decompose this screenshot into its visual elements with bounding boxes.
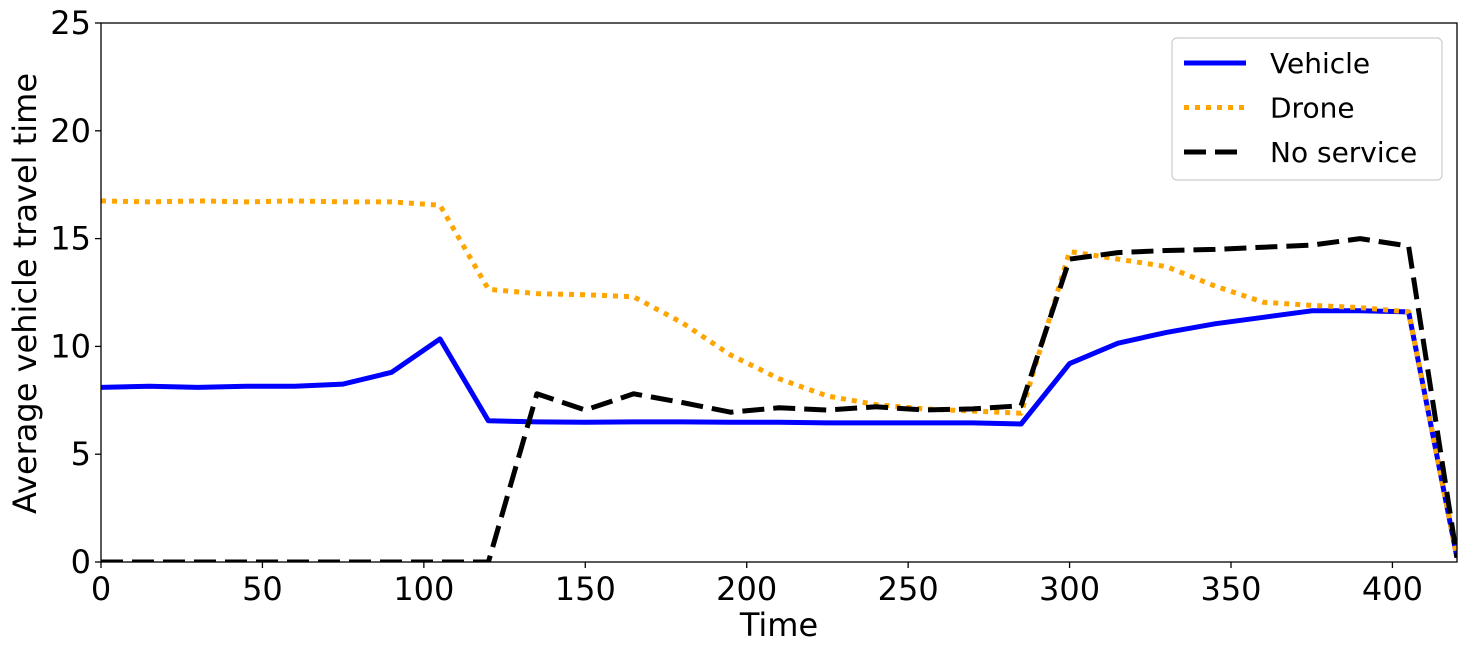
x-tick-label: 0: [91, 570, 111, 608]
series-line-drone: [101, 198, 1457, 559]
y-tick-label: 0: [71, 543, 91, 581]
y-tick-label: 25: [50, 4, 91, 42]
y-tick-label: 15: [50, 220, 91, 258]
x-tick-label: 300: [1039, 570, 1100, 608]
series-line-no-service: [101, 236, 1457, 562]
plot-frame: [100, 22, 1458, 563]
x-tick-label: 100: [393, 570, 454, 608]
x-tick-label: 150: [555, 570, 616, 608]
x-tick-label: 350: [1200, 570, 1261, 608]
x-tick-label: 200: [716, 570, 777, 608]
y-tick-label: 5: [71, 435, 91, 473]
series-line-vehicle: [101, 308, 1457, 559]
y-tick-label: 20: [50, 112, 91, 150]
legend-label: No service: [1270, 136, 1417, 169]
legend-label: Vehicle: [1270, 47, 1370, 80]
x-tick-label: 50: [242, 570, 283, 608]
series-lines: [101, 198, 1457, 562]
axis-ticks: 0 50 100 150 200 250 300 350 400 0 5 10 15 20 25: [50, 4, 1423, 608]
legend-label: Drone: [1270, 92, 1355, 125]
y-axis-label: Average vehicle travel time: [6, 73, 44, 514]
x-tick-label: 400: [1362, 570, 1423, 608]
x-tick-label: 250: [878, 570, 939, 608]
legend-box: [1171, 37, 1443, 181]
legend: Vehicle Drone No service: [1171, 37, 1443, 181]
x-axis-label: Time: [739, 606, 818, 644]
y-tick-label: 10: [50, 327, 91, 365]
